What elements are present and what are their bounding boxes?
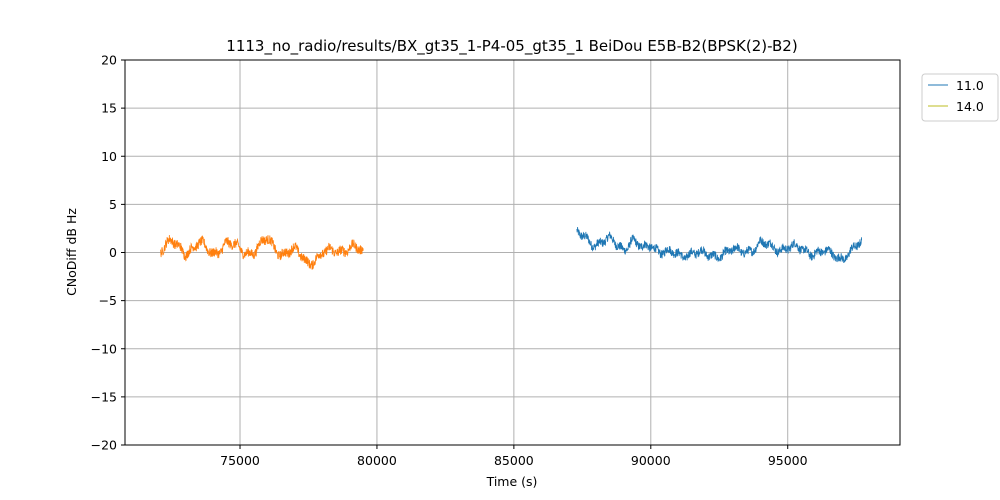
- y-tick-label: 10: [101, 149, 117, 164]
- x-tick-label: 80000: [357, 453, 397, 468]
- y-tick-label: −15: [91, 389, 117, 404]
- y-tick-label: −10: [91, 341, 117, 356]
- x-tick-label: 75000: [220, 453, 260, 468]
- x-axis-label: Time (s): [486, 474, 538, 489]
- x-tick-label: 90000: [631, 453, 671, 468]
- y-tick-label: 15: [101, 101, 117, 116]
- x-tick-label: 95000: [768, 453, 808, 468]
- chart-title: 1113_no_radio/results/BX_gt35_1-P4-05_gt…: [226, 37, 797, 56]
- legend: 11.0 14.0: [921, 73, 999, 122]
- y-tick-label: −5: [99, 293, 117, 308]
- series-line-11.0: [576, 226, 863, 263]
- series-line-14.0: [160, 235, 364, 270]
- y-axis-label: CNoDiff dB Hz: [64, 208, 79, 296]
- legend-label-11: 11.0: [956, 78, 984, 93]
- legend-label-14: 14.0: [956, 99, 984, 114]
- y-tick-label: −20: [91, 438, 117, 453]
- y-tick-label: 5: [109, 197, 117, 212]
- legend-box: [921, 73, 999, 122]
- y-tick-label: 20: [101, 53, 117, 68]
- x-tick-label: 85000: [494, 453, 534, 468]
- y-tick-label: 0: [109, 245, 117, 260]
- x-axis-ticks: 75000 80000 85000 90000 95000: [220, 445, 808, 468]
- series-layer: [160, 226, 863, 270]
- y-axis-ticks: −20 −15 −10 −5 0 5 10 15 20: [91, 53, 125, 453]
